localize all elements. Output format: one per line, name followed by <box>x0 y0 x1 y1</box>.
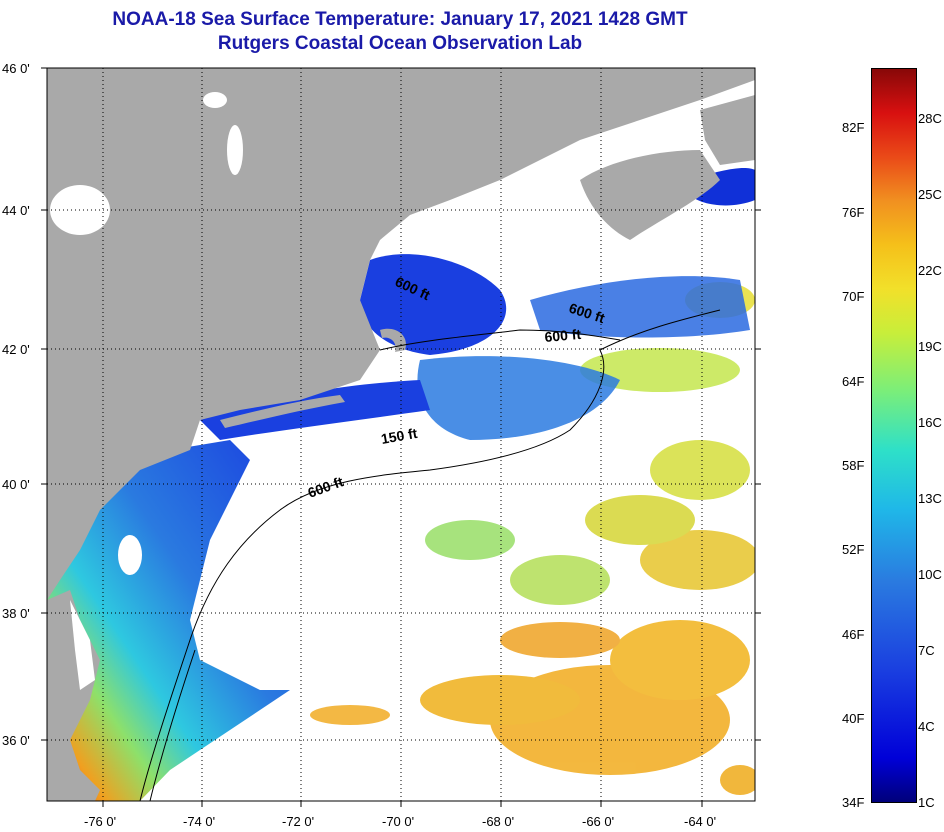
axis-ticks <box>41 67 761 807</box>
colorbar-c-1: 1C <box>918 795 935 810</box>
colorbar-c-22: 22C <box>918 263 942 278</box>
colorbar-c-7: 7C <box>918 643 935 658</box>
lat-label-40: 40 0' <box>2 477 30 492</box>
colorbar-c-28: 28C <box>918 111 942 126</box>
colorbar-f-46: 46F <box>842 627 865 642</box>
land <box>47 68 755 801</box>
cold-water-regions <box>200 168 755 440</box>
colorbar-f-34: 34F <box>842 795 865 810</box>
lon-label-70: -70 0' <box>382 814 415 829</box>
lon-label-68: -68 0' <box>482 814 515 829</box>
lat-label-36: 36 0' <box>2 733 30 748</box>
colorbar-f-58: 58F <box>842 458 865 473</box>
colorbar-c-13: 13C <box>918 491 942 506</box>
contour-label-150ft: 150 ft <box>380 425 419 447</box>
colorbar-c-4: 4C <box>918 719 935 734</box>
isobaths <box>139 309 721 801</box>
colorbar-c-19: 19C <box>918 339 942 354</box>
colorbar-f-52: 52F <box>842 542 865 557</box>
contour-label-600ft-georges: 600 ft <box>544 326 582 345</box>
colorbar-c-16: 16C <box>918 415 942 430</box>
lat-label-46: 46 0' <box>2 61 30 76</box>
lon-label-66: -66 0' <box>582 814 615 829</box>
colorbar-f-64: 64F <box>842 374 865 389</box>
colorbar-f-70: 70F <box>842 289 865 304</box>
lat-label-38: 38 0' <box>2 606 30 621</box>
lon-label-64: -64 0' <box>684 814 717 829</box>
colorbar-c-10: 10C <box>918 567 942 582</box>
shelf-water <box>47 440 290 801</box>
colorbar-c-25: 25C <box>918 187 942 202</box>
colorbar-f-40: 40F <box>842 711 865 726</box>
temperature-colorbar <box>871 68 917 803</box>
lat-label-44: 44 0' <box>2 203 30 218</box>
map-subtitle: Rutgers Coastal Ocean Observation Lab <box>217 33 583 54</box>
lat-label-42: 42 0' <box>2 342 30 357</box>
colorbar-f-76: 76F <box>842 205 865 220</box>
lon-label-76: -76 0' <box>84 814 117 829</box>
map-title: NOAA-18 Sea Surface Temperature: January… <box>112 9 688 30</box>
lon-label-74: -74 0' <box>183 814 216 829</box>
colorbar-f-82: 82F <box>842 120 865 135</box>
lon-label-72: -72 0' <box>282 814 315 829</box>
